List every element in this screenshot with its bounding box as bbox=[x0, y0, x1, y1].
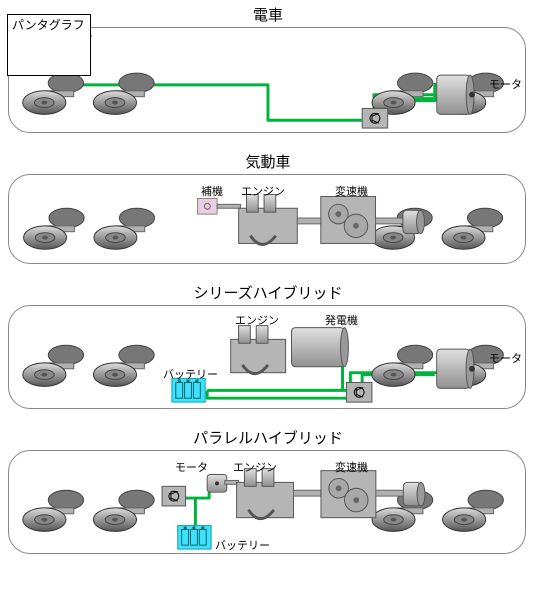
label: 変速機 bbox=[335, 459, 368, 475]
diagram-frame: 補機 エンジン 変速機 bbox=[8, 174, 526, 264]
label: バッテリー bbox=[215, 537, 270, 553]
label: バッテリー bbox=[163, 366, 218, 382]
label: モータ bbox=[489, 76, 522, 92]
section-title: 気動車 bbox=[8, 151, 528, 172]
label: 変速機 bbox=[335, 183, 368, 199]
label: 発電機 bbox=[325, 312, 358, 328]
label: モータ bbox=[175, 459, 208, 475]
label: エンジン bbox=[235, 312, 279, 328]
label: モータ bbox=[489, 350, 522, 366]
section-title: パラレルハイブリッド bbox=[8, 427, 528, 448]
section-parallel: パラレルハイブリッドモータ エンジン 変速機バッテリー bbox=[8, 427, 528, 554]
label: 補機 bbox=[201, 183, 223, 199]
section-series: シリーズハイブリッドエンジン 発電機バッテリー モータ bbox=[8, 282, 528, 409]
section-title: シリーズハイブリッド bbox=[8, 282, 528, 303]
section-dmu: 気動車補機 エンジン 変速機 bbox=[8, 151, 528, 264]
label: エンジン bbox=[241, 183, 285, 199]
diagram-frame: モータパンタグラフ bbox=[8, 27, 526, 133]
pantograph-label: パンタグラフ bbox=[12, 18, 85, 32]
label: エンジン bbox=[233, 459, 277, 475]
pantograph-callout: パンタグラフ bbox=[7, 14, 91, 76]
diagram-frame: エンジン 発電機バッテリー モータ bbox=[8, 305, 526, 409]
section-emu: 電車モータパンタグラフ bbox=[8, 4, 528, 133]
diagram-frame: モータ エンジン 変速機バッテリー bbox=[8, 450, 526, 554]
